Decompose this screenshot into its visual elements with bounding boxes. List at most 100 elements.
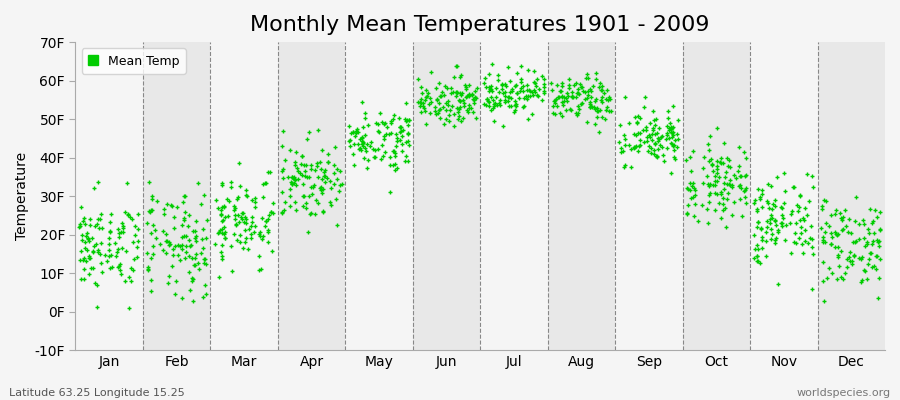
Point — [395, 127, 410, 133]
Point — [698, 154, 712, 160]
Point — [109, 253, 123, 259]
Point — [768, 218, 782, 224]
Point — [144, 206, 158, 213]
Point — [440, 102, 454, 108]
Point — [516, 88, 530, 94]
Point — [444, 90, 458, 96]
Point — [502, 78, 517, 84]
Point — [669, 156, 683, 162]
Point — [640, 138, 654, 144]
Point — [366, 146, 381, 152]
Point — [662, 107, 676, 114]
Point — [723, 182, 737, 188]
Point — [731, 168, 745, 174]
Point — [188, 250, 202, 257]
Point — [714, 191, 728, 197]
Point — [86, 265, 101, 272]
Point — [536, 76, 551, 83]
Point — [587, 104, 601, 110]
Point — [495, 81, 509, 87]
Point — [232, 239, 247, 246]
Point — [360, 141, 374, 147]
Point — [498, 92, 512, 99]
Point — [236, 244, 250, 251]
Point — [594, 87, 608, 94]
Point — [75, 232, 89, 238]
Point — [532, 86, 546, 92]
Point — [299, 162, 313, 168]
Point — [712, 200, 726, 207]
Point — [628, 114, 643, 120]
Point — [80, 247, 94, 253]
Point — [380, 124, 394, 130]
Point — [849, 238, 863, 244]
Point — [467, 100, 482, 106]
Point — [501, 98, 516, 104]
Point — [462, 92, 476, 99]
Point — [142, 207, 157, 214]
Point — [245, 219, 259, 225]
Point — [794, 230, 808, 236]
Point — [752, 196, 767, 202]
Point — [686, 179, 700, 186]
Point — [74, 248, 88, 255]
Point — [451, 116, 465, 122]
Point — [805, 244, 819, 251]
Point — [570, 90, 584, 96]
Point — [89, 221, 104, 228]
Point — [581, 88, 596, 94]
Point — [770, 281, 785, 287]
Point — [310, 163, 324, 169]
Point — [707, 182, 722, 188]
Point — [95, 225, 110, 232]
Point — [648, 140, 662, 146]
Point — [477, 100, 491, 107]
Point — [167, 243, 182, 250]
Point — [217, 204, 231, 210]
Point — [685, 182, 699, 189]
Point — [828, 229, 842, 235]
Point — [104, 263, 119, 270]
Point — [716, 200, 730, 207]
Point — [733, 196, 747, 202]
Point — [555, 80, 570, 86]
Point — [196, 256, 211, 262]
Point — [530, 76, 544, 82]
Point — [818, 198, 832, 204]
Point — [77, 276, 92, 283]
Point — [709, 178, 724, 184]
Point — [457, 82, 472, 88]
Point — [492, 89, 507, 96]
Point — [454, 92, 468, 98]
Point — [285, 174, 300, 181]
Point — [356, 99, 370, 105]
Point — [624, 163, 638, 170]
Point — [498, 97, 512, 104]
Point — [433, 106, 447, 112]
Point — [688, 213, 702, 219]
Point — [102, 247, 116, 253]
Point — [788, 229, 803, 236]
Point — [521, 66, 535, 73]
Point — [437, 82, 452, 89]
Point — [516, 104, 530, 110]
Point — [593, 106, 608, 113]
Point — [297, 162, 311, 168]
Point — [460, 92, 474, 99]
Point — [575, 99, 590, 106]
Point — [466, 97, 481, 104]
Point — [215, 230, 230, 236]
Point — [238, 213, 253, 220]
Point — [177, 233, 192, 240]
Point — [707, 207, 722, 213]
Point — [305, 184, 320, 191]
Point — [383, 189, 398, 195]
Point — [520, 96, 535, 102]
Point — [383, 161, 398, 168]
Point — [559, 95, 573, 101]
Point — [452, 106, 466, 112]
Point — [401, 158, 416, 164]
Point — [514, 76, 528, 82]
Point — [755, 203, 770, 210]
Point — [456, 97, 471, 103]
